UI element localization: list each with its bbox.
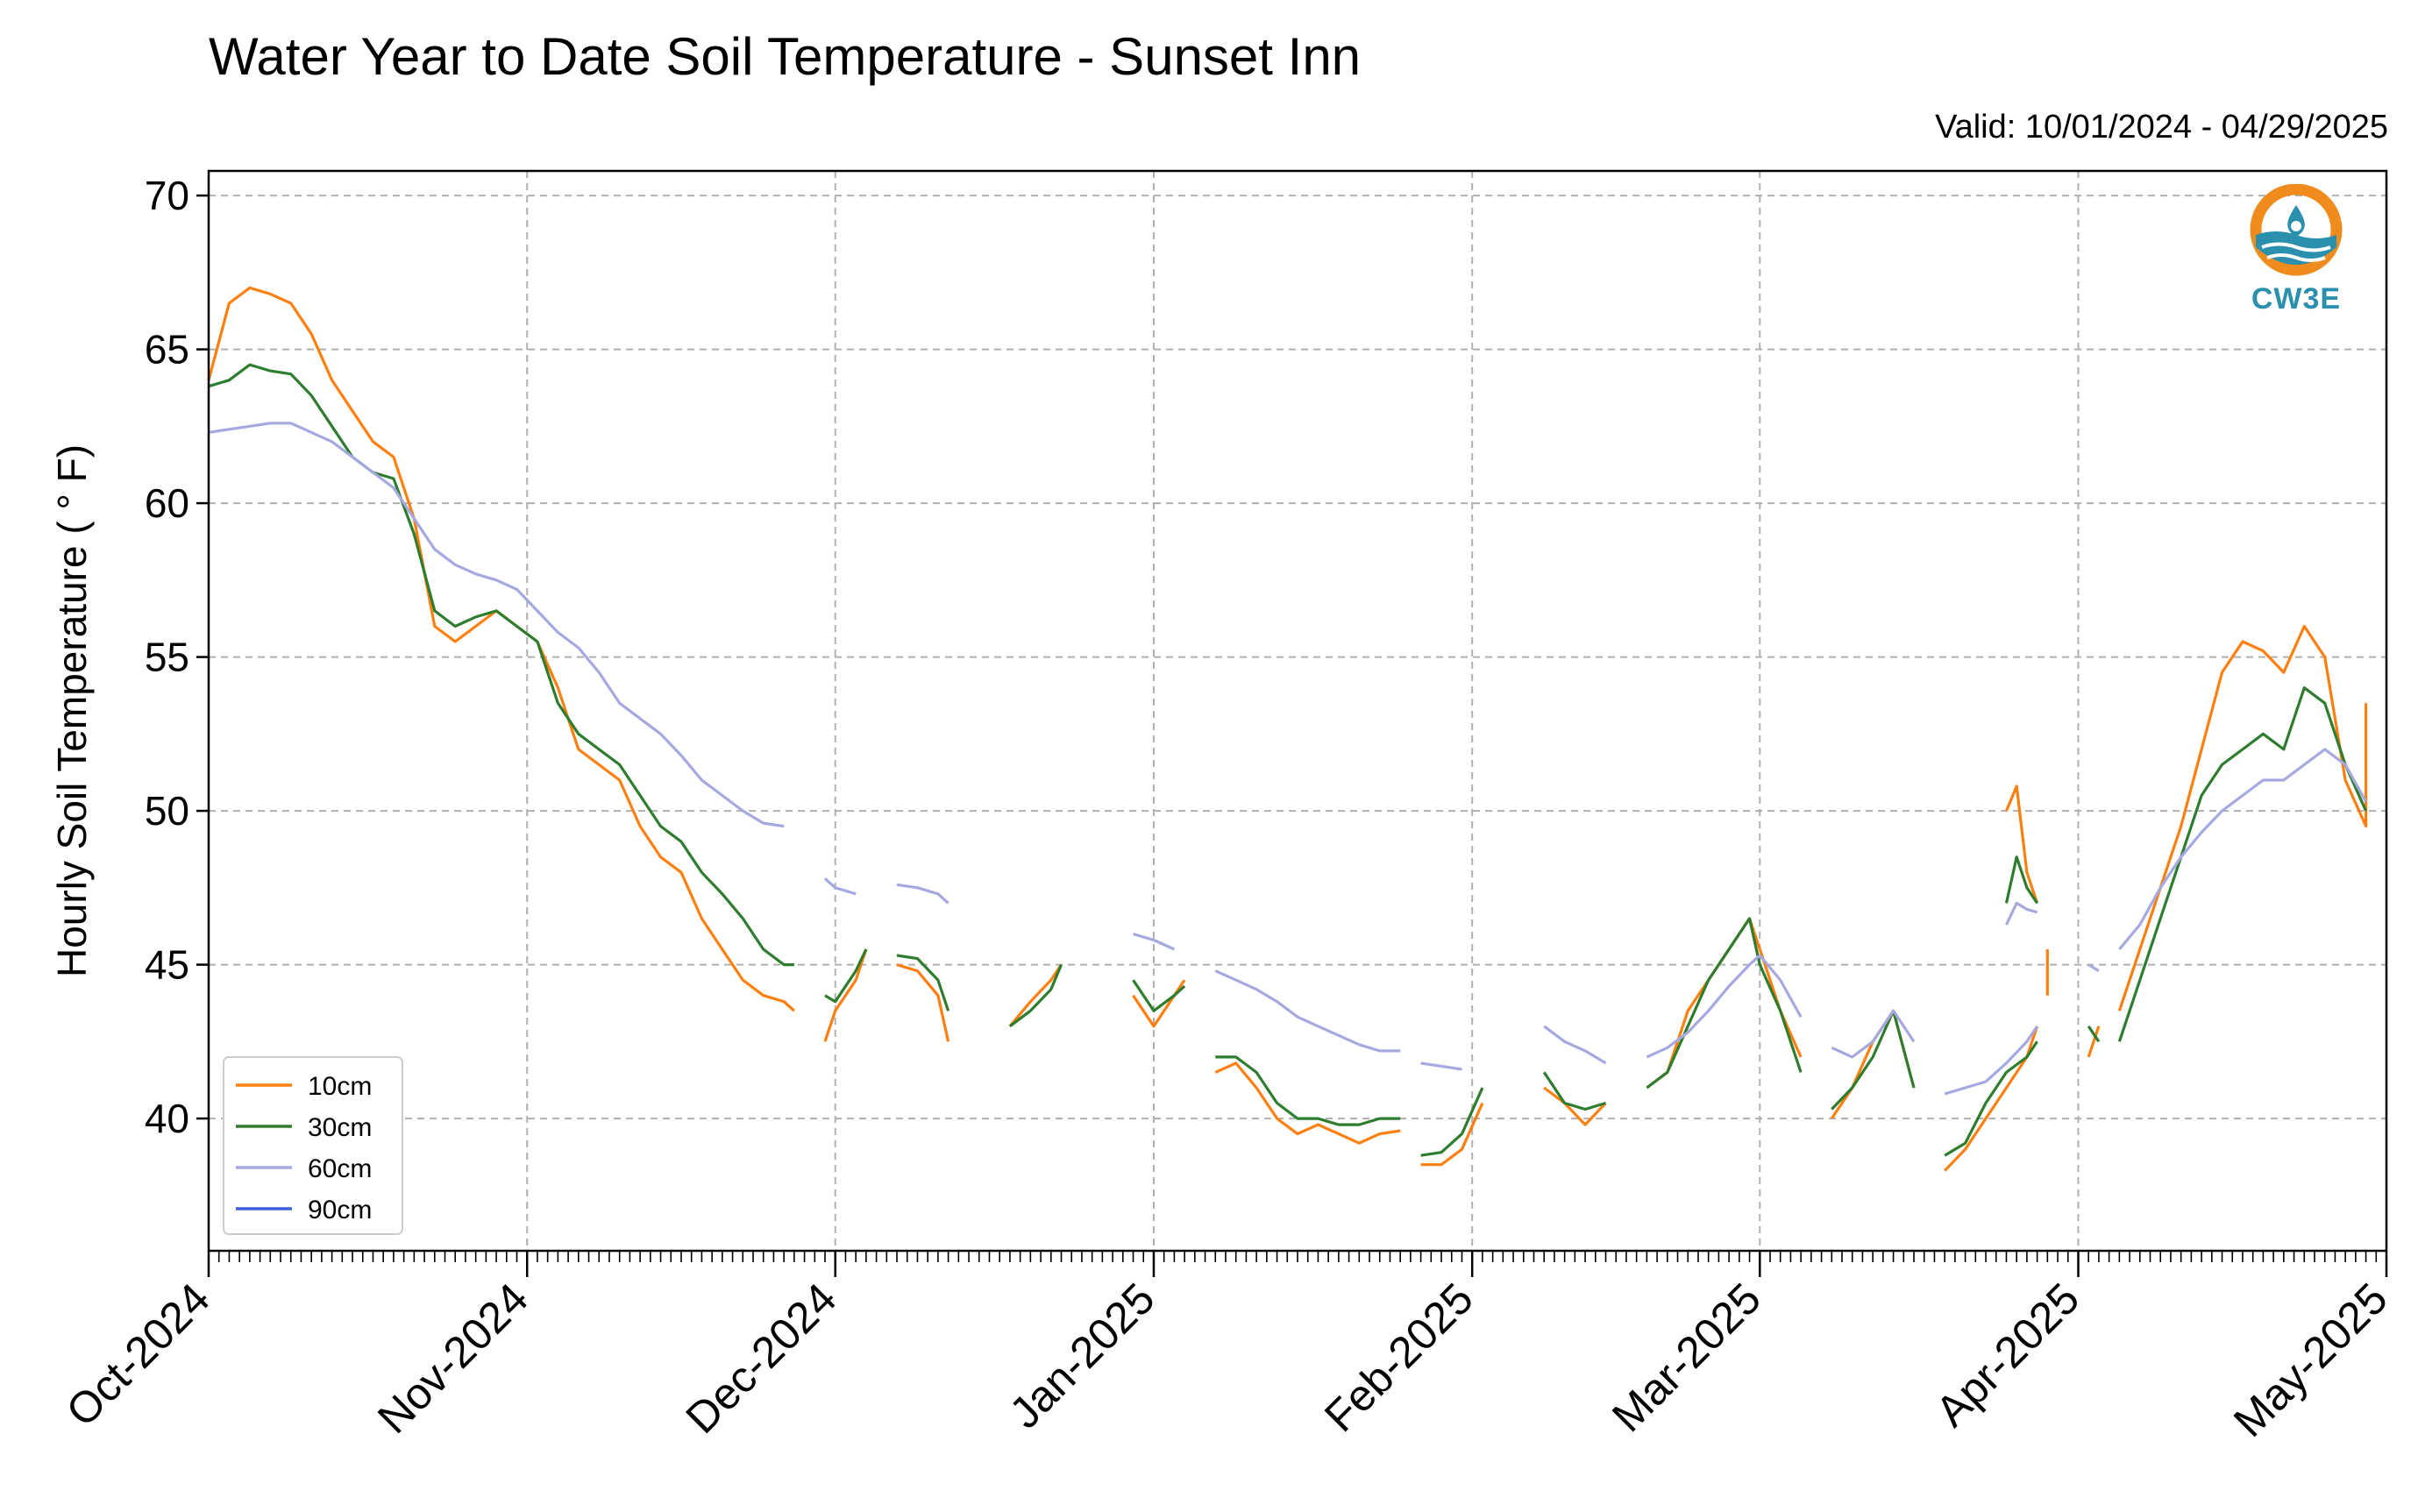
- series-60cm-line: [2118, 748, 2367, 951]
- x-tick-label: Apr-2025: [1926, 1274, 2088, 1436]
- legend-label-30cm: 30cm: [308, 1113, 372, 1142]
- series-30cm-line: [208, 363, 794, 967]
- series-30cm-line: [1944, 1040, 2038, 1157]
- series-10cm-line: [1214, 1061, 1401, 1145]
- y-axis-title: Hourly Soil Temperature ( ° F): [49, 444, 95, 977]
- legend-box: [223, 1056, 403, 1235]
- series-60cm-line: [2005, 901, 2038, 926]
- chart-subtitle: Valid: 10/01/2024 - 04/29/2025: [1935, 109, 2388, 146]
- x-tick-label: Dec-2024: [677, 1274, 846, 1443]
- y-tick-labels: 40 45 50 55 60 65 70: [145, 173, 189, 1141]
- legend-label-10cm: 10cm: [308, 1072, 372, 1101]
- series-10cm-line: [1830, 1009, 1916, 1119]
- series-60cm-line: [1646, 954, 1803, 1059]
- series-10cm-line: [2117, 624, 2368, 1012]
- y-tick-label: 60: [145, 480, 189, 526]
- series-60cm-line: [208, 422, 785, 828]
- series-60cm-line: [1133, 932, 1176, 951]
- series-10cm-line: [1008, 963, 1063, 1027]
- axis-ticks: [196, 194, 2388, 1277]
- series-60cm-line: [1831, 1009, 1916, 1059]
- series-lines: [207, 286, 2368, 1172]
- series-30cm-line: [2004, 855, 2038, 905]
- x-tick-label: Mar-2025: [1603, 1274, 1770, 1441]
- series-10cm-line: [2087, 1026, 2101, 1058]
- plot-frame: [207, 169, 2388, 1253]
- series-60cm-line: [2087, 963, 2100, 972]
- series-10cm-line: [1132, 979, 1186, 1028]
- series-10cm-line: [1420, 1102, 1484, 1167]
- series-10cm-line: [2005, 784, 2039, 904]
- y-tick-label: 55: [145, 635, 189, 680]
- series-10cm-line: [823, 948, 868, 1042]
- series-10cm-line: [207, 286, 795, 1012]
- series-30cm-line: [1420, 1087, 1484, 1157]
- grid-lines: [208, 171, 2387, 1251]
- x-tick-labels: Oct-2024 Nov-2024 Dec-2024 Jan-2025 Feb-2025…: [57, 1274, 2397, 1446]
- y-tick-label: 70: [145, 173, 189, 218]
- series-30cm-line: [896, 954, 950, 1012]
- y-tick-label: 45: [145, 942, 189, 988]
- series-30cm-line: [1831, 1009, 1916, 1111]
- series-30cm-line: [1215, 1055, 1401, 1126]
- series-60cm-line: [1543, 1025, 1607, 1065]
- chart-title: Water Year to Date Soil Temperature - Su…: [209, 27, 1362, 86]
- legend-label-60cm: 60cm: [308, 1154, 372, 1183]
- y-tick-label: 65: [145, 327, 189, 373]
- series-60cm-line: [1420, 1061, 1462, 1071]
- cw3e-logo-text: CW3E: [2251, 282, 2342, 316]
- series-60cm-line: [1944, 1025, 2038, 1096]
- cw3e-logo: CW3E: [2243, 183, 2350, 317]
- x-tick-label: May-2025: [2224, 1274, 2397, 1446]
- series-60cm-line: [823, 877, 857, 896]
- series-30cm-line: [2117, 686, 2368, 1042]
- legend: 10cm 30cm 60cm 90cm: [223, 1056, 403, 1235]
- y-tick-label: 50: [145, 788, 189, 834]
- y-tick-label: 40: [145, 1096, 189, 1141]
- legend-label-90cm: 90cm: [308, 1196, 372, 1225]
- series-30cm-line: [1132, 979, 1186, 1012]
- x-tick-label: Oct-2024: [57, 1274, 219, 1436]
- series-30cm-line: [824, 948, 868, 1004]
- series-10cm-line: [1944, 1026, 2039, 1172]
- series-30cm-line: [1542, 1071, 1606, 1111]
- x-tick-label: Nov-2024: [368, 1274, 537, 1443]
- series-30cm-line: [1008, 963, 1063, 1028]
- series-10cm-line: [896, 963, 950, 1042]
- x-tick-label: Jan-2025: [1000, 1274, 1164, 1437]
- series-60cm-line: [1214, 969, 1401, 1053]
- series-30cm-line: [1646, 917, 1803, 1090]
- x-tick-label: Feb-2025: [1315, 1274, 1483, 1441]
- series-10cm-line: [1543, 1086, 1607, 1126]
- series-30cm-line: [2087, 1025, 2101, 1043]
- series-60cm-line: [896, 883, 949, 905]
- cw3e-logo-icon: [2250, 183, 2343, 276]
